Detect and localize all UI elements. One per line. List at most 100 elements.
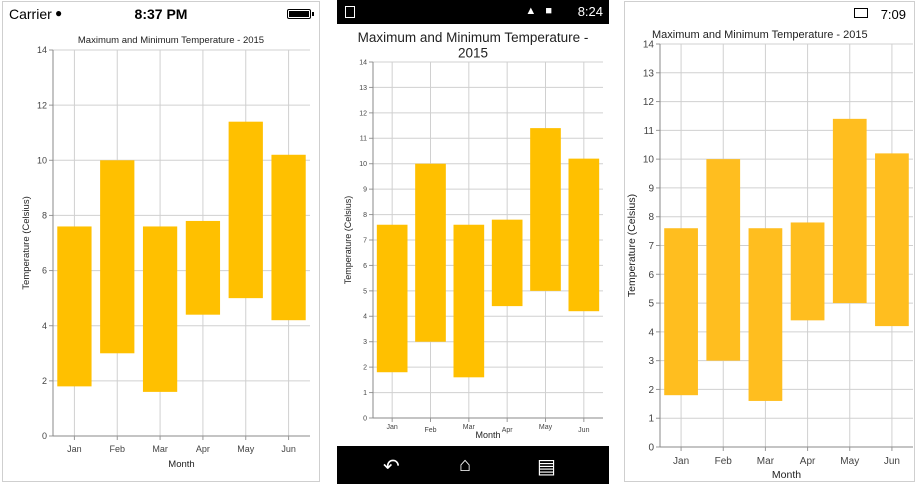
carrier-label: Carrier	[9, 6, 52, 22]
x-tick-label: Mar	[757, 456, 775, 467]
y-tick-label: 9	[363, 187, 367, 194]
wifi-icon: ●	[55, 6, 63, 20]
y-tick-label: 10	[643, 155, 655, 166]
android-device: ▲ ■ 8:24 Maximum and Minimum Temperature…	[337, 0, 609, 484]
y-tick-label: 1	[363, 390, 367, 397]
y-tick-label: 11	[644, 126, 655, 137]
y-tick-label: 12	[37, 100, 47, 110]
y-tick-label: 14	[37, 45, 47, 55]
x-tick-label: Apr	[800, 456, 816, 467]
x-tick-label: Jan	[673, 456, 689, 467]
range-bar	[376, 224, 408, 373]
x-tick-label: May	[840, 456, 859, 467]
y-tick-label: 0	[42, 431, 47, 441]
x-tick-label: May	[539, 424, 553, 431]
y-tick-label: 14	[359, 59, 367, 66]
recents-icon[interactable]: ▤	[537, 456, 556, 478]
y-axis-title: Temperature (Celsius)	[626, 194, 638, 297]
x-axis-title: Month	[475, 430, 500, 440]
y-tick-label: 12	[359, 110, 367, 117]
y-tick-label: 0	[363, 415, 367, 422]
back-icon[interactable]: ↶	[383, 456, 400, 478]
range-bar	[748, 228, 783, 401]
y-axis-title: Temperature (Celsius)	[343, 196, 353, 285]
battery-icon	[287, 9, 314, 19]
y-tick-label: 6	[42, 266, 47, 276]
x-axis-title: Month	[772, 469, 801, 481]
range-bar	[185, 220, 221, 315]
chart-title: Maximum and Minimum Temperature - 2015	[78, 35, 264, 46]
y-tick-label: 8	[42, 211, 47, 221]
range-bar	[453, 224, 485, 378]
y-tick-label: 13	[643, 68, 655, 79]
range-bar	[530, 128, 561, 291]
y-tick-label: 6	[648, 270, 654, 281]
y-tick-label: 0	[648, 443, 654, 454]
y-tick-label: 1	[648, 414, 654, 425]
range-bar	[875, 153, 909, 327]
y-axis-title: Temperature (Celsius)	[21, 196, 32, 289]
x-tick-label: Feb	[715, 456, 733, 467]
x-tick-label: Mar	[463, 424, 476, 431]
y-tick-label: 7	[648, 241, 654, 252]
android-nav-bar: ↶ ⌂ ▤	[337, 446, 609, 484]
y-tick-label: 6	[363, 263, 367, 270]
signal-icon: ▲ ■	[525, 5, 555, 17]
range-bar	[706, 159, 741, 361]
x-tick-label: Jun	[281, 444, 296, 454]
x-tick-label: Jan	[387, 424, 398, 431]
range-column-chart-windows: Maximum and Minimum Temperature - 2015 0 1…	[626, 29, 913, 481]
y-tick-label: 13	[359, 85, 367, 92]
windows-device: 7:09 Maximum and Minimum Temperature - 2…	[624, 1, 915, 482]
x-tick-label: Jan	[67, 444, 82, 454]
range-bar	[142, 226, 178, 392]
y-tick-label: 12	[643, 97, 655, 108]
y-tick-label: 4	[648, 327, 654, 338]
x-axis-title: Month	[168, 459, 194, 470]
status-time: 8:37 PM	[134, 6, 188, 22]
range-bar	[832, 118, 867, 304]
home-icon[interactable]: ⌂	[459, 454, 472, 476]
y-tick-label: 2	[363, 365, 367, 372]
range-column-chart-ios: Maximum and Minimum Temperature - 2015 0 2…	[21, 35, 310, 470]
range-bar	[790, 222, 825, 321]
range-bar	[271, 154, 306, 321]
y-tick-label: 5	[648, 299, 654, 310]
ios-status-bar: Carrier ● 8:37 PM	[3, 2, 319, 24]
range-bar	[100, 160, 135, 354]
chart-title: Maximum and Minimum Temperature -	[358, 30, 589, 45]
y-tick-label: 8	[363, 212, 367, 219]
x-tick-label: Feb	[424, 427, 436, 434]
y-tick-label: 2	[648, 385, 654, 396]
range-bar	[664, 228, 698, 396]
range-column-chart-android: Maximum and Minimum Temperature -2015012…	[343, 30, 603, 440]
x-tick-label: May	[237, 444, 255, 454]
x-tick-label: Apr	[502, 427, 514, 434]
range-bar	[228, 121, 263, 299]
x-tick-label: Jun	[884, 456, 900, 467]
range-bar	[491, 219, 523, 307]
y-tick-label: 11	[360, 136, 367, 143]
y-tick-label: 5	[363, 288, 367, 295]
y-tick-label: 2	[42, 376, 47, 386]
range-bar	[568, 158, 600, 312]
x-tick-label: Jun	[578, 427, 589, 434]
x-tick-label: Apr	[196, 444, 210, 454]
range-bar	[57, 226, 92, 387]
y-tick-label: 9	[648, 183, 654, 194]
android-status-bar: ▲ ■ 8:24	[337, 0, 609, 24]
status-time: 8:24	[577, 4, 603, 19]
y-tick-label: 8	[648, 212, 654, 223]
y-tick-label: 4	[363, 314, 367, 321]
chart-title: Maximum and Minimum Temperature - 2015	[652, 29, 868, 41]
battery-icon	[854, 8, 868, 18]
y-tick-label: 10	[359, 161, 367, 168]
status-time: 7:09	[880, 7, 906, 22]
x-tick-label: Mar	[152, 444, 168, 454]
y-tick-label: 10	[37, 155, 47, 165]
y-tick-label: 4	[42, 321, 47, 331]
y-tick-label: 3	[648, 356, 654, 367]
x-tick-label: Feb	[109, 444, 125, 454]
ios-device: Carrier ● 8:37 PM Maximum and Minimum Te…	[2, 1, 320, 482]
range-bar	[415, 163, 446, 342]
